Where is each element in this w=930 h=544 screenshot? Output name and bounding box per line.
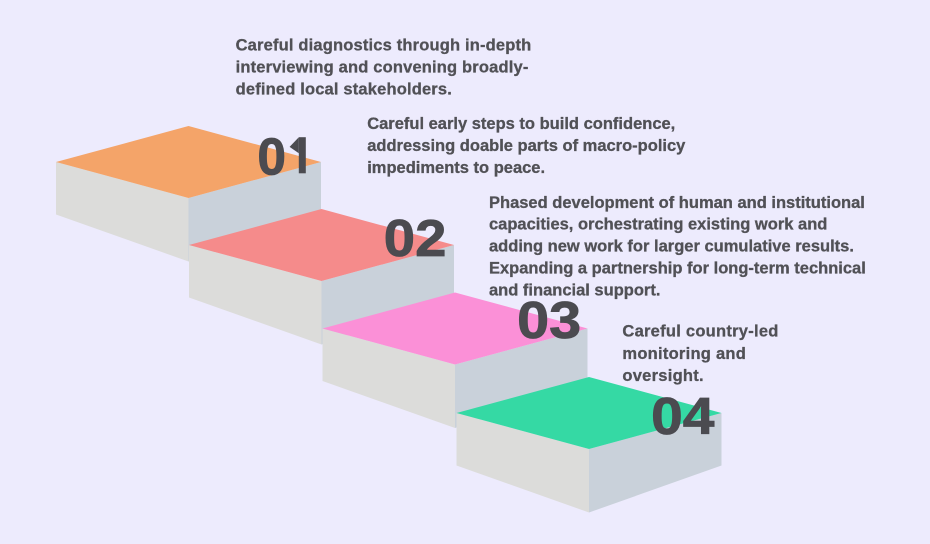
svg-text:defined local stakeholders.: defined local stakeholders. [236, 80, 452, 98]
svg-text:Careful diagnostics through in: Careful diagnostics through in-depth [236, 37, 532, 55]
svg-text:03: 03 [517, 291, 581, 349]
svg-text:oversight.: oversight. [622, 367, 703, 385]
svg-text:Careful early steps to build c: Careful early steps to build confidence, [367, 115, 675, 133]
svg-text:02: 02 [384, 209, 447, 267]
svg-text:impediments to peace.: impediments to peace. [367, 159, 545, 177]
svg-text:04: 04 [651, 387, 715, 445]
svg-text:capacities, orchestrating exis: capacities, orchestrating existing work … [489, 216, 827, 234]
svg-text:interviewing and convening bro: interviewing and convening broadly- [236, 59, 529, 77]
svg-text:Careful country-led: Careful country-led [622, 323, 778, 341]
svg-text:addressing doable parts of mac: addressing doable parts of macro-policy [367, 137, 686, 155]
svg-text:Phased development of human an: Phased development of human and institut… [489, 194, 865, 212]
svg-text:monitoring and: monitoring and [622, 345, 746, 363]
svg-text:and financial support.: and financial support. [489, 281, 660, 299]
svg-text:0: 0 [257, 127, 286, 185]
svg-text:adding new work for larger cum: adding new work for larger cumulative re… [489, 238, 854, 256]
svg-text:Expanding a partnership for lo: Expanding a partnership for long-term te… [489, 260, 866, 278]
